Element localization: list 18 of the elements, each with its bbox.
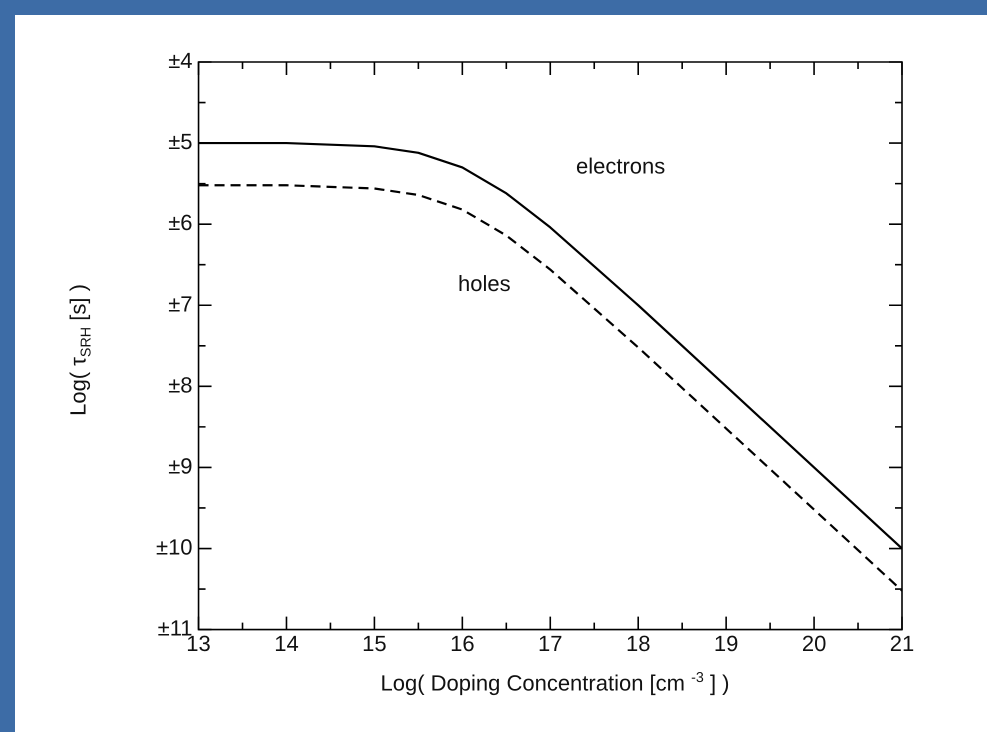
y-tick-label: ±10 — [156, 534, 193, 560]
y-tick-label: ±8 — [168, 372, 193, 398]
x-tick-label: 17 — [538, 630, 563, 656]
series-label: holes — [458, 271, 511, 296]
y-tick-label: ±7 — [168, 291, 193, 316]
text: electrons — [576, 153, 666, 178]
x-tick-label: 21 — [890, 630, 914, 656]
x-tick-label: 14 — [274, 630, 299, 656]
x-tick-label: 15 — [362, 630, 387, 656]
y-tick-label: ±6 — [168, 210, 193, 236]
y-tick-label: ±4 — [168, 48, 193, 74]
x-tick-label: 18 — [626, 630, 650, 656]
x-tick-label: 19 — [714, 630, 738, 656]
y-tick-label: ±5 — [168, 129, 193, 154]
x-tick-label: 20 — [802, 630, 826, 656]
y-tick-label: ±9 — [168, 453, 193, 478]
x-tick-label: 16 — [450, 630, 475, 656]
x-axis-title: Log( Doping Concentration [cm $^{-3}$ ] ) — [379, 670, 730, 696]
